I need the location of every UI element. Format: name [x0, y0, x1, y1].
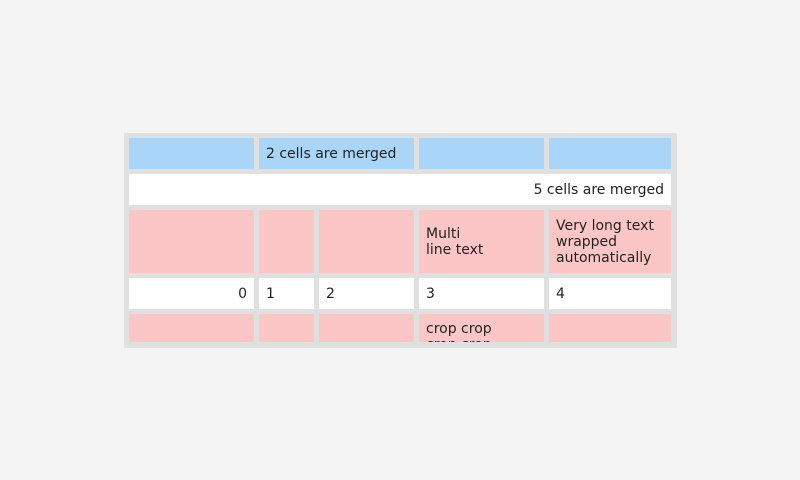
cell: 3	[419, 278, 544, 309]
table: 2 cells are merged 5 cells are merged Mu…	[124, 133, 677, 348]
cell: 2 cells are merged	[259, 138, 414, 169]
cell	[549, 314, 671, 342]
cell	[129, 138, 254, 169]
cell: Multi line text	[419, 210, 544, 273]
cell: 4	[549, 278, 671, 309]
cell	[549, 138, 671, 169]
cell	[319, 210, 414, 273]
cell: 2	[319, 278, 414, 309]
cell: Very long text wrapped automatically	[549, 210, 671, 273]
cell: 5 cells are merged	[129, 174, 671, 205]
cell: crop crop crop crop	[419, 314, 544, 342]
cell: 0	[129, 278, 254, 309]
cell	[419, 138, 544, 169]
cell	[259, 314, 314, 342]
cell	[319, 314, 414, 342]
cell	[259, 210, 314, 273]
cell	[129, 210, 254, 273]
cell	[129, 314, 254, 342]
cell: 1	[259, 278, 314, 309]
